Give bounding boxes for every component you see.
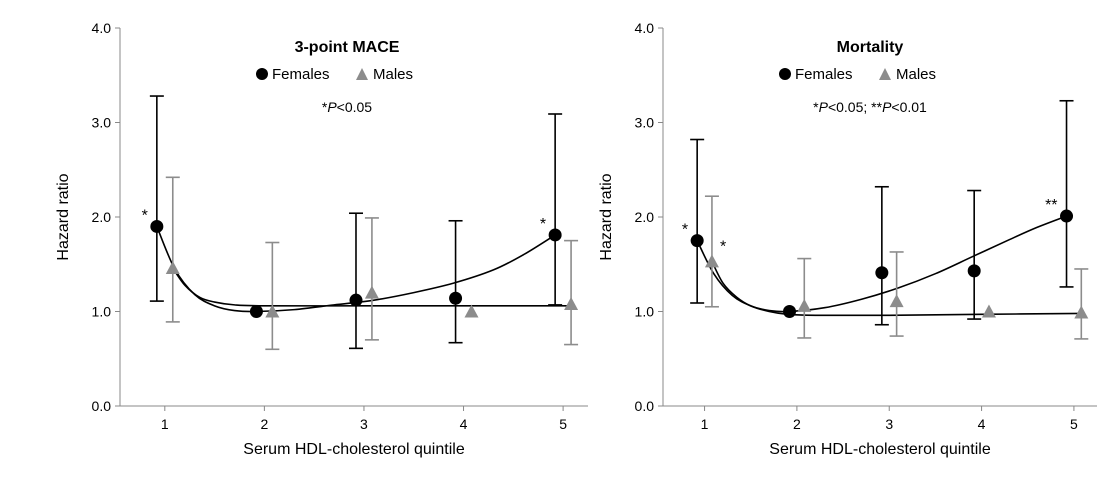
data-point	[548, 228, 562, 242]
data-point	[464, 304, 479, 318]
legend-label-males: Males	[896, 66, 936, 83]
error-bar	[1059, 99, 1074, 288]
data-point	[265, 304, 280, 318]
error-bar	[797, 257, 812, 339]
x-axis-title: Serum HDL-cholesterol quintile	[243, 441, 465, 458]
error-bar	[967, 189, 982, 320]
data-point	[889, 294, 904, 308]
error-bar	[704, 195, 719, 308]
series-females: **	[142, 95, 563, 350]
series-females: ***	[682, 99, 1074, 326]
y-axis-title: Hazard ratio	[55, 173, 72, 260]
x-tick-label: 3	[360, 416, 368, 432]
x-tick-label: 4	[460, 416, 468, 432]
significance-note: *P<0.05; **P<0.01	[813, 99, 927, 115]
y-tick-label: 3.0	[635, 115, 655, 131]
fit-curve-males	[711, 261, 1082, 317]
legend: Females Males	[256, 66, 413, 83]
legend-marker-males	[879, 68, 891, 80]
data-point	[690, 234, 704, 248]
significance-marker: **	[1045, 197, 1057, 214]
data-point	[797, 298, 812, 312]
y-tick-label: 2.0	[635, 209, 655, 225]
error-bar	[364, 217, 379, 341]
note-part: <0.05; **	[828, 99, 883, 115]
error-bar	[448, 219, 463, 344]
data-point	[249, 305, 263, 318]
significance-marker: *	[682, 222, 688, 239]
x-tick-label: 2	[793, 416, 801, 432]
y-tick-label: 3.0	[92, 115, 112, 131]
legend-marker-females	[779, 68, 791, 80]
data-point	[783, 305, 797, 318]
note-part: *	[813, 99, 819, 115]
x-tick-label: 5	[559, 416, 567, 432]
significance-note: *P<0.05	[322, 99, 372, 115]
fit-curve-females	[696, 215, 1067, 313]
error-bar	[1074, 268, 1089, 340]
y-tick-label: 0.0	[635, 398, 655, 414]
legend-marker-males	[356, 68, 368, 80]
error-bar	[889, 251, 904, 337]
x-tick-label: 5	[1070, 416, 1078, 432]
panel-3-point-mace: 0.0 1.0 2.0 3.0 4.0 1 2 3 4 5 Serum HDL-cholestero…	[55, 20, 588, 458]
data-point	[704, 254, 719, 268]
data-point	[364, 285, 379, 299]
x-tick-label: 2	[260, 416, 268, 432]
x-tick-label: 1	[161, 416, 169, 432]
significance-marker: *	[540, 216, 546, 233]
legend: Females Males	[779, 66, 936, 83]
series-males: *	[704, 195, 1089, 340]
data-point	[967, 264, 981, 278]
series-males	[165, 176, 579, 351]
data-point	[875, 266, 889, 280]
data-point	[1060, 209, 1074, 223]
note-part: *	[322, 99, 328, 115]
y-tick-label: 4.0	[92, 20, 112, 36]
significance-marker: *	[720, 238, 726, 255]
data-point	[981, 304, 996, 318]
x-tick-label: 4	[978, 416, 986, 432]
legend-label-females: Females	[795, 66, 853, 83]
data-point	[449, 291, 463, 305]
y-tick-label: 1.0	[92, 304, 112, 320]
data-point	[349, 293, 363, 307]
chart-title: 3-point MACE	[295, 39, 400, 56]
legend-marker-females	[256, 68, 268, 80]
error-bar	[348, 212, 363, 350]
error-bar	[149, 95, 164, 302]
y-tick-label: 1.0	[635, 304, 655, 320]
significance-marker: *	[142, 207, 148, 224]
y-tick-label: 0.0	[92, 398, 112, 414]
error-bar	[564, 239, 579, 346]
error-bar	[165, 176, 180, 323]
data-point	[150, 219, 164, 233]
x-axis-title: Serum HDL-cholesterol quintile	[769, 441, 991, 458]
note-part: <0.05	[337, 99, 373, 115]
legend-label-females: Females	[272, 66, 330, 83]
fit-curve-males	[172, 267, 572, 307]
y-tick-label: 4.0	[635, 20, 655, 36]
error-bar	[874, 185, 889, 326]
data-point	[564, 296, 579, 310]
error-bar	[690, 138, 705, 304]
note-part: P	[882, 99, 892, 115]
error-bar	[265, 241, 280, 351]
x-tick-label: 1	[701, 416, 709, 432]
data-point	[165, 261, 180, 275]
chart-title: Mortality	[837, 39, 904, 56]
error-bar	[548, 113, 563, 306]
panel-mortality: 0.0 1.0 2.0 3.0 4.0 1 2 3 4 5 Serum HDL-cholestero…	[598, 20, 1097, 458]
y-tick-label: 2.0	[92, 209, 112, 225]
note-part: P	[819, 99, 829, 115]
y-axis-title: Hazard ratio	[598, 173, 615, 260]
note-part: P	[327, 99, 337, 115]
legend-label-males: Males	[373, 66, 413, 83]
note-part: <0.01	[891, 99, 927, 115]
data-point	[1074, 305, 1089, 319]
x-tick-label: 3	[885, 416, 893, 432]
